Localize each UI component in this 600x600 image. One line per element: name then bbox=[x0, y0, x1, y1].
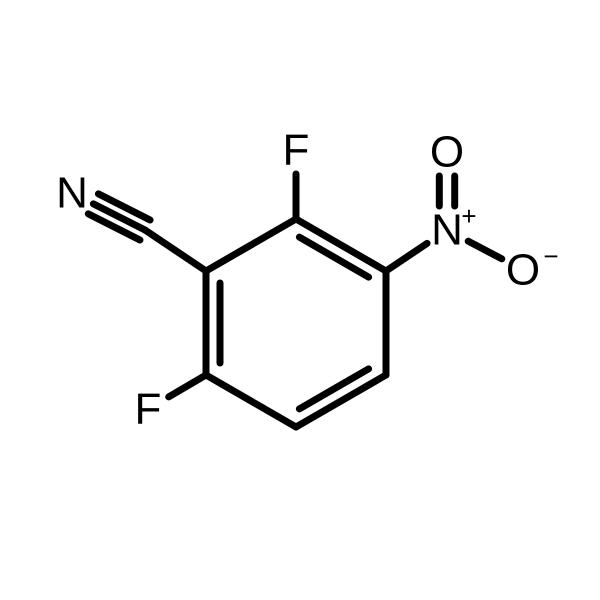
atom-label-o: O bbox=[430, 128, 464, 177]
bond bbox=[386, 243, 427, 271]
charge-label: − bbox=[543, 241, 558, 271]
bond bbox=[206, 219, 296, 271]
charge-label: + bbox=[461, 201, 476, 231]
bond bbox=[468, 241, 502, 259]
molecule-diagram: FFNN+OO− bbox=[0, 0, 600, 600]
atom-label-f: F bbox=[283, 126, 310, 175]
bond bbox=[206, 375, 296, 427]
atom-label-n: N bbox=[431, 206, 463, 255]
bond bbox=[169, 375, 206, 397]
atom-label-o: O bbox=[506, 246, 540, 295]
atom-label-n: N bbox=[56, 169, 88, 218]
bond bbox=[145, 230, 206, 271]
atom-label-f: F bbox=[135, 385, 162, 434]
